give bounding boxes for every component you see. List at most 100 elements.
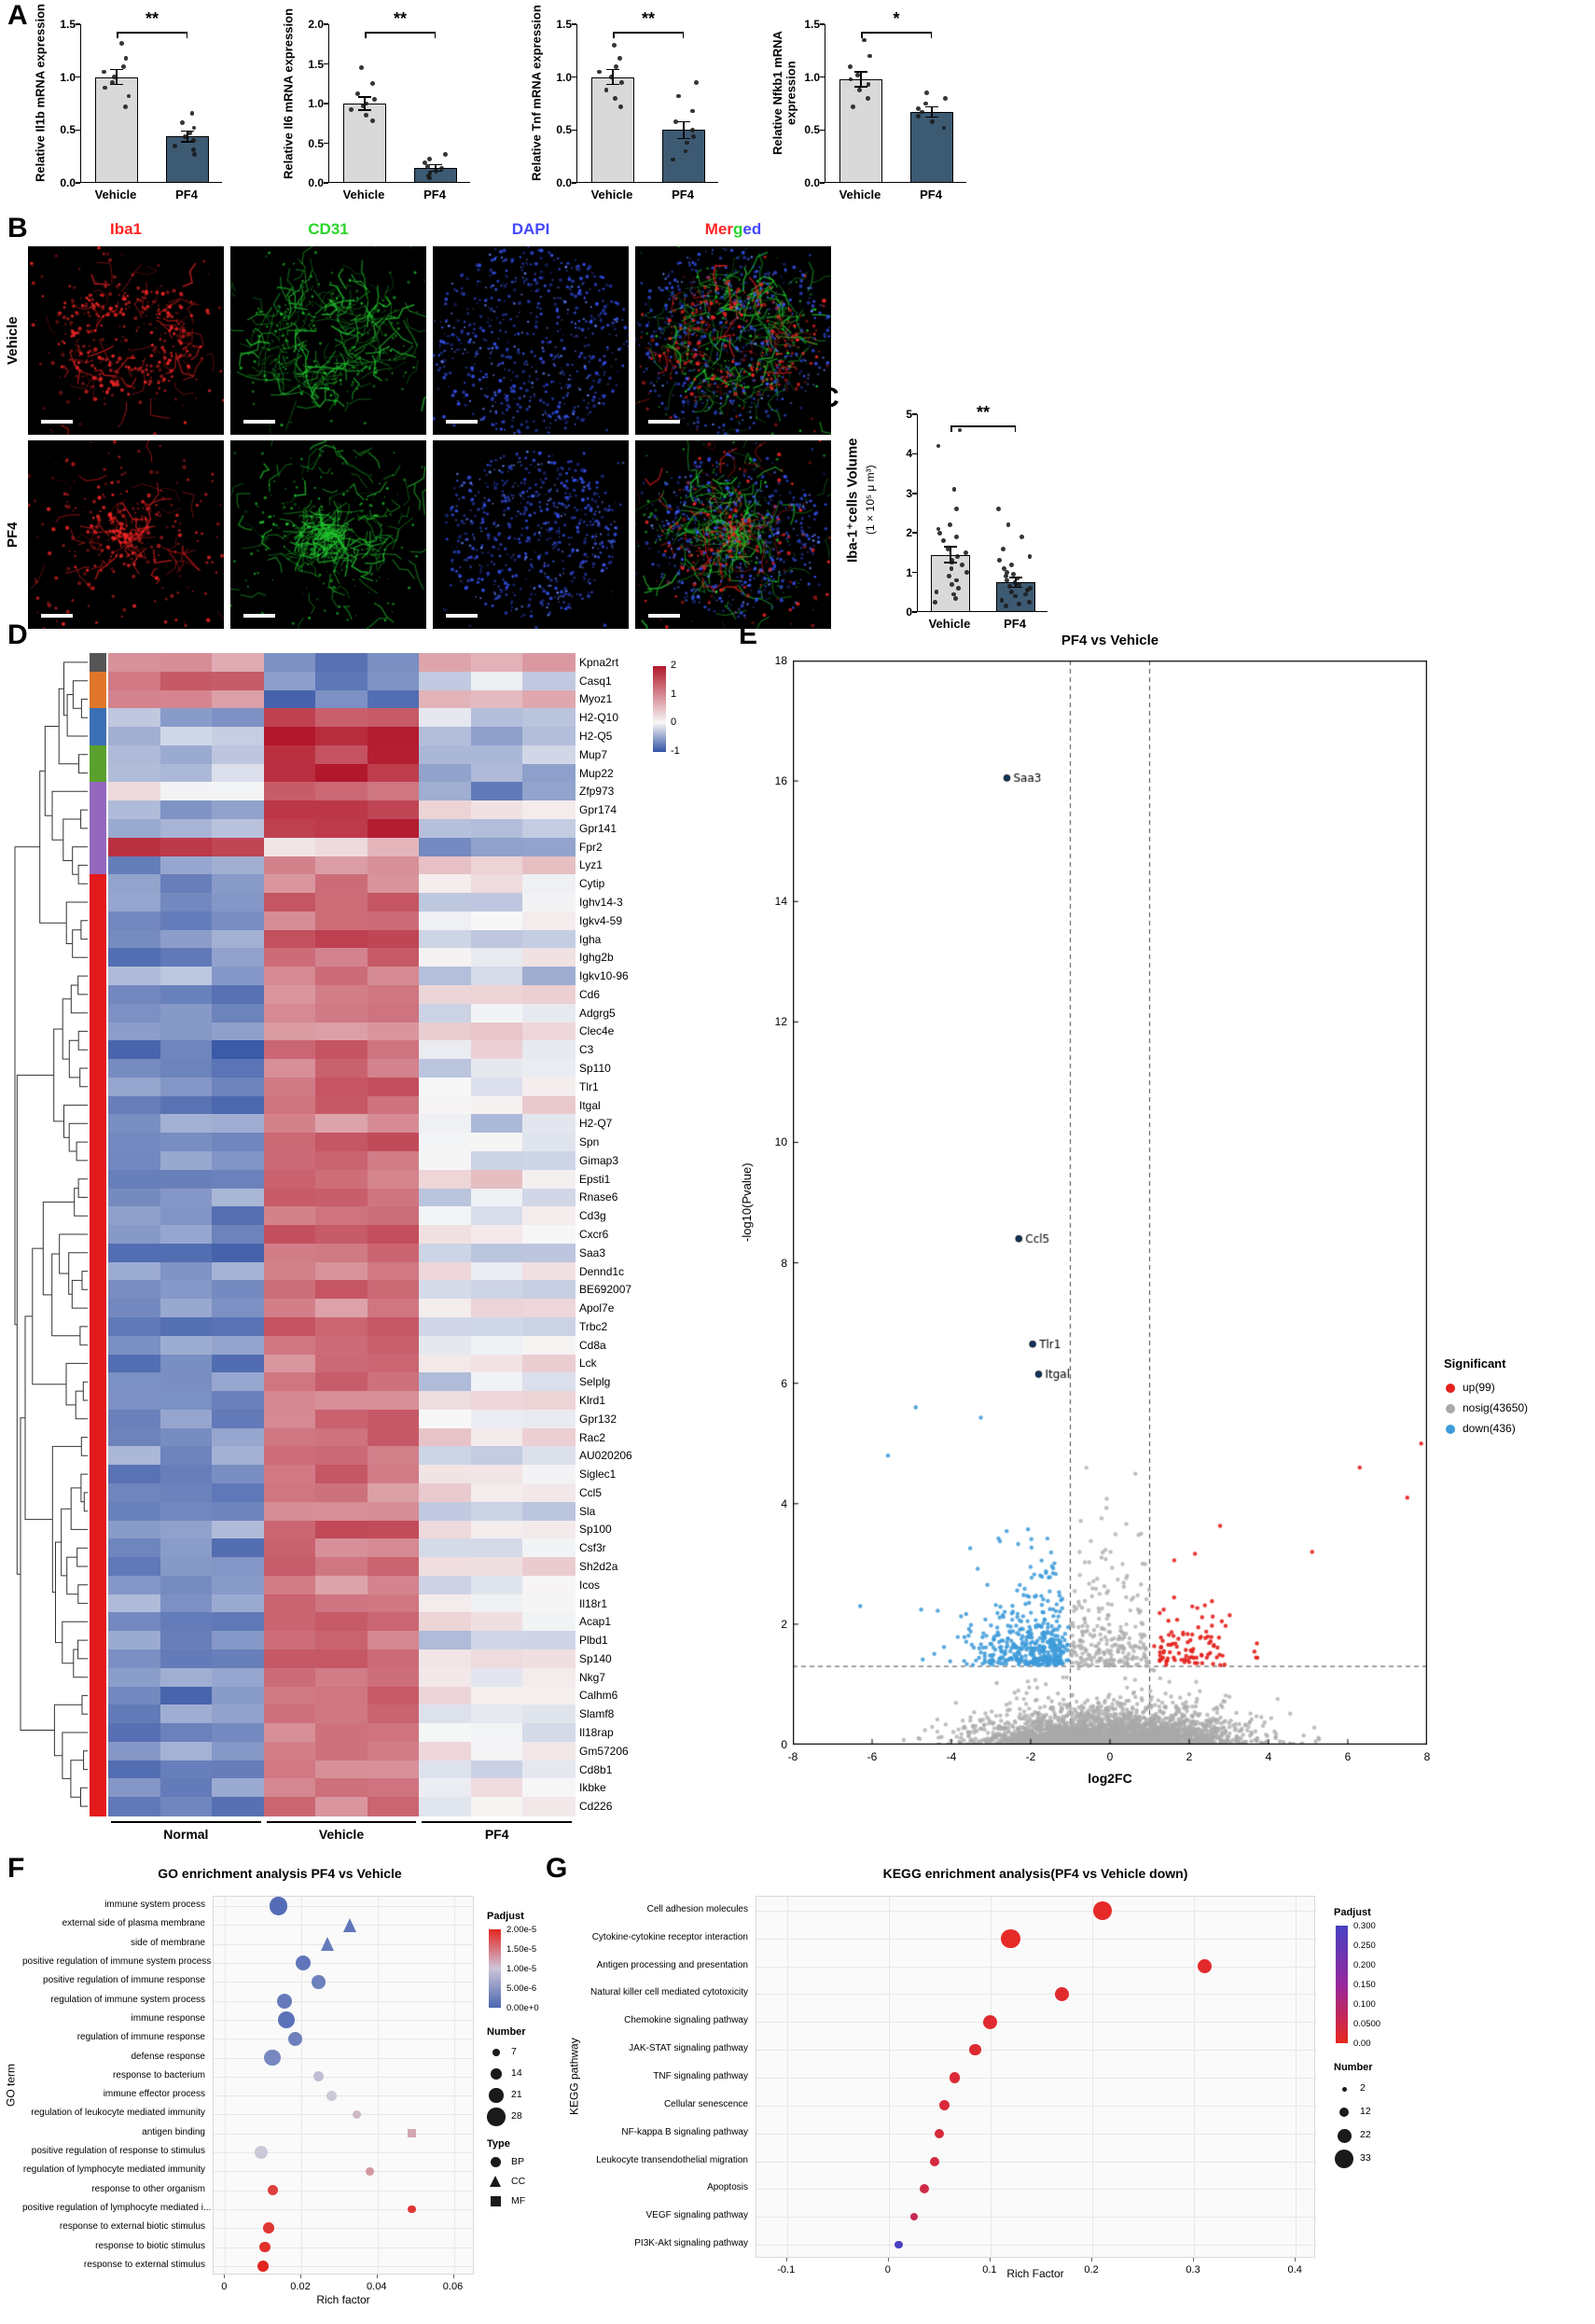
heatmap-cell	[522, 708, 576, 728]
data-point	[953, 595, 959, 601]
annotation-cell	[90, 1465, 106, 1484]
heatmap-cell	[367, 727, 420, 746]
heatmap-cell	[263, 1667, 316, 1688]
data-point	[326, 2090, 338, 2101]
x-tick	[224, 2275, 226, 2278]
heatmap-cell	[522, 1133, 576, 1152]
heatmap-cell	[160, 1022, 213, 1041]
heatmap-cell	[522, 1299, 576, 1318]
gene-label: Spn	[579, 1135, 600, 1149]
data-point	[673, 118, 679, 124]
term-label: Natural killer cell mediated cytotoxicit…	[590, 1987, 748, 1998]
data-point	[1012, 579, 1018, 585]
heatmap-cell	[160, 1261, 213, 1282]
heatmap-cell	[470, 1705, 524, 1724]
x-tick-label: Vehicle	[839, 188, 881, 202]
data-point	[937, 530, 942, 536]
group-label: Normal	[163, 1827, 209, 1842]
gene-label: Igha	[579, 932, 602, 946]
gene-label: Cytip	[579, 877, 605, 891]
heatmap-cell	[160, 689, 213, 709]
heatmap-cell	[108, 1354, 161, 1373]
volcano-legend: Significant up(99) nosig(43650) down(436)	[1444, 1357, 1593, 1459]
heatmap-cell	[315, 1077, 368, 1097]
data-point	[909, 2212, 919, 2221]
annotation-cell	[90, 1354, 106, 1373]
heatmap-cell	[108, 671, 161, 691]
heatmap-cell	[522, 1243, 576, 1263]
data-point	[997, 558, 1002, 564]
heatmap-cell	[470, 1354, 524, 1373]
heatmap-cell	[367, 1354, 420, 1373]
heatmap-cell	[315, 1261, 368, 1282]
heatmap-cell	[212, 708, 265, 728]
heatmap-cell	[315, 1299, 368, 1318]
heatmap-cell	[470, 763, 524, 784]
heatmap-cell	[263, 1723, 316, 1743]
heatmap-cell	[263, 1409, 316, 1429]
heatmap-cell	[522, 1501, 576, 1522]
heatmap-cell	[419, 1723, 472, 1743]
data-point	[929, 2156, 939, 2166]
column-header-merged: Merged	[635, 220, 831, 239]
gene-label: Gpr174	[579, 803, 617, 817]
gridline-h	[214, 2265, 475, 2267]
header-segment: Mer	[704, 220, 733, 238]
gridline-h	[756, 1994, 1316, 1996]
number-dot	[489, 2088, 504, 2103]
heatmap-cell	[522, 948, 576, 967]
y-tick-label: 2	[906, 526, 912, 540]
y-tick	[912, 532, 917, 534]
heatmap-cell	[419, 1003, 472, 1023]
x-tick-label: PF4	[920, 188, 942, 202]
gene-label: Sla	[579, 1504, 596, 1518]
sig-bracket	[117, 32, 187, 34]
heatmap-cell	[470, 1114, 524, 1134]
data-point	[263, 2222, 275, 2234]
error-bar	[683, 121, 685, 139]
heatmap-cell	[160, 671, 213, 691]
heatmap-cell	[263, 1151, 316, 1171]
heatmap-cell	[419, 1243, 472, 1263]
heatmap-cell	[212, 1465, 265, 1484]
y-tick	[572, 129, 576, 132]
legend-dot	[1446, 1425, 1455, 1434]
gene-label: Sp100	[579, 1523, 612, 1537]
sig-bracket-end	[117, 32, 118, 38]
type-label: BP	[511, 2156, 525, 2167]
gene-label: H2-Q7	[579, 1117, 613, 1131]
gene-label: Nkg7	[579, 1670, 606, 1684]
gene-label: Sp140	[579, 1651, 612, 1665]
error-bar	[187, 131, 188, 142]
gridline-h	[756, 2133, 1316, 2135]
heatmap-cell	[315, 1446, 368, 1466]
heatmap-cell	[470, 1409, 524, 1429]
heatmap-cell	[108, 1243, 161, 1263]
heatmap-cell	[263, 1280, 316, 1300]
y-tick	[820, 182, 825, 184]
heatmap-cell	[522, 1631, 576, 1650]
heatmap-cell	[108, 948, 161, 967]
heatmap-cell	[108, 1409, 161, 1429]
term-label: Antigen processing and presentation	[596, 1959, 748, 1970]
gene-label: Calhm6	[579, 1689, 618, 1703]
data-point	[850, 104, 855, 109]
heatmap-cell	[470, 782, 524, 801]
number-dot	[1341, 2086, 1347, 2092]
data-point	[1005, 578, 1009, 583]
heatmap-cell	[522, 1520, 576, 1539]
gridline-h	[756, 2078, 1316, 2079]
data-point	[1092, 1900, 1113, 1921]
heatmap-cell	[470, 985, 524, 1005]
gene-label: Cd3g	[579, 1209, 606, 1223]
annotation-cell	[90, 1133, 106, 1152]
gridline-v	[990, 1897, 992, 2259]
padjust-tick-label: 0.200	[1353, 1960, 1376, 1970]
heatmap-cell	[108, 653, 161, 673]
heatmap-cell	[522, 967, 576, 986]
panel-label-d: D	[7, 619, 28, 650]
gridline-v	[1296, 1897, 1297, 2259]
data-point	[1001, 565, 1006, 571]
panel-d-heatmap: Kpna2rt Casq1 Myoz1 H2-Q10 H2-Q5 Mup7 Mup22 Zfp…	[0, 619, 732, 1860]
